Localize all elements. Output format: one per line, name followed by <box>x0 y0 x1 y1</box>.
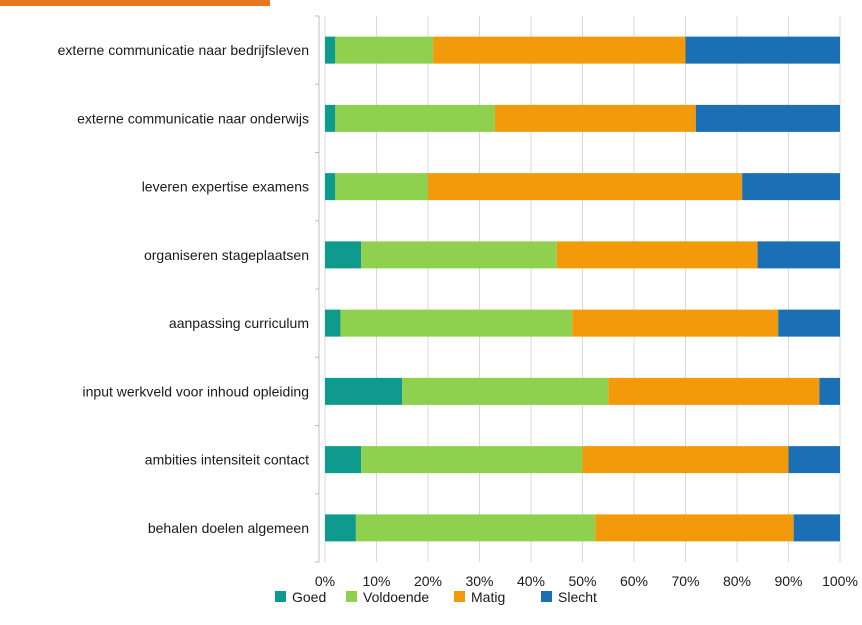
x-tick-label: 30% <box>465 573 493 589</box>
x-tick-label: 10% <box>362 573 390 589</box>
bar-segment-matig <box>494 104 696 132</box>
category-axis <box>315 15 320 563</box>
bar-segment-goed <box>325 36 336 64</box>
bar-segment-matig <box>572 309 779 337</box>
legend-swatch <box>275 591 286 602</box>
category-label: behalen doelen algemeen <box>148 520 309 536</box>
bar-segment-voldoende <box>402 377 609 405</box>
legend-label: Voldoende <box>363 589 429 605</box>
legend-label: Goed <box>292 589 326 605</box>
category-label: aanpassing curriculum <box>169 315 309 331</box>
bar-segment-voldoende <box>335 173 428 201</box>
bar-segment-voldoende <box>361 241 557 269</box>
bar-segment-slecht <box>757 241 840 269</box>
bar-segment-voldoende <box>340 309 573 337</box>
category-label: input werkveld voor inhoud opleiding <box>83 383 309 399</box>
x-tick-labels: 0% 10% 20% 30% 40% 50% 60% 70% 80% 90% 100% <box>315 573 858 589</box>
x-tick-label: 40% <box>517 573 545 589</box>
legend: Goed Voldoende Matig Slecht <box>275 589 597 605</box>
gridlines <box>324 16 841 562</box>
bar-segment-goed <box>325 377 403 405</box>
category-label: leveren expertise examens <box>142 179 309 195</box>
category-label: externe communicatie naar bedrijfsleven <box>58 42 309 58</box>
bar-segment-slecht <box>685 36 840 64</box>
bar-segment-voldoende <box>355 514 596 542</box>
bar-segment-goed <box>325 104 336 132</box>
bars <box>325 36 840 542</box>
bar-segment-goed <box>325 514 356 542</box>
x-tick-label: 50% <box>568 573 596 589</box>
bar-segment-slecht <box>742 173 840 201</box>
bar-segment-voldoende <box>335 36 434 64</box>
x-tick-label: 90% <box>774 573 802 589</box>
x-tick-label: 0% <box>315 573 335 589</box>
x-tick-label: 20% <box>414 573 442 589</box>
bar-segment-matig <box>433 36 686 64</box>
bar-segment-slecht <box>788 446 840 474</box>
legend-label: Matig <box>471 589 505 605</box>
legend-label: Slecht <box>558 589 597 605</box>
legend-swatch <box>346 591 357 602</box>
bar-segment-matig <box>595 514 794 542</box>
bar-segment-matig <box>582 446 789 474</box>
x-tick-label: 60% <box>620 573 648 589</box>
category-label: organiseren stageplaatsen <box>144 247 309 263</box>
bar-segment-voldoende <box>335 104 495 132</box>
bar-segment-goed <box>325 241 362 269</box>
bar-segment-matig <box>556 241 758 269</box>
category-label: ambities intensiteit contact <box>145 452 309 468</box>
bar-segment-goed <box>325 309 341 337</box>
legend-swatch <box>454 591 465 602</box>
legend-swatch <box>541 591 552 602</box>
category-label: externe communicatie naar onderwijs <box>77 110 309 126</box>
bar-segment-goed <box>325 446 362 474</box>
header-accent-strip <box>0 0 270 6</box>
bar-segment-matig <box>608 377 820 405</box>
x-tick-label: 80% <box>723 573 751 589</box>
x-tick-label: 100% <box>822 573 858 589</box>
category-labels: externe communicatie naar bedrijfsleven e… <box>58 42 309 536</box>
bar-segment-slecht <box>778 309 840 337</box>
bar-segment-matig <box>428 173 743 201</box>
bar-segment-goed <box>325 173 336 201</box>
bar-segment-slecht <box>695 104 840 132</box>
bar-segment-slecht <box>819 377 840 405</box>
bar-segment-voldoende <box>361 446 583 474</box>
x-tick-label: 70% <box>671 573 699 589</box>
bar-segment-slecht <box>793 514 840 542</box>
